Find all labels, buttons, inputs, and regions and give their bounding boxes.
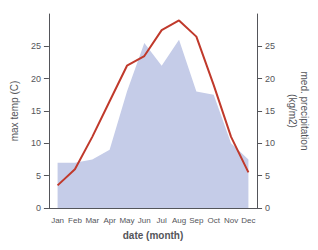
svg-text:Apr: Apr — [103, 216, 116, 225]
svg-text:15: 15 — [265, 106, 275, 116]
svg-text:Jan: Jan — [51, 216, 64, 225]
svg-text:Dec: Dec — [241, 216, 255, 225]
svg-text:Jun: Jun — [138, 216, 151, 225]
svg-text:15: 15 — [31, 106, 41, 116]
svg-text:10: 10 — [31, 138, 41, 148]
svg-text:max temp (C): max temp (C) — [9, 81, 20, 142]
svg-text:20: 20 — [265, 74, 275, 84]
svg-text:20: 20 — [31, 74, 41, 84]
svg-text:Nov: Nov — [224, 216, 238, 225]
svg-text:Oct: Oct — [207, 216, 220, 225]
svg-text:5: 5 — [265, 171, 270, 181]
svg-text:10: 10 — [265, 138, 275, 148]
svg-text:May: May — [119, 216, 134, 225]
svg-text:25: 25 — [31, 41, 41, 51]
svg-text:Mar: Mar — [85, 216, 99, 225]
svg-text:Feb: Feb — [68, 216, 82, 225]
svg-text:Sep: Sep — [189, 216, 204, 225]
svg-text:25: 25 — [265, 41, 275, 51]
svg-text:date (month): date (month) — [123, 230, 184, 241]
svg-text:0: 0 — [36, 203, 41, 213]
svg-text:Jul: Jul — [157, 216, 167, 225]
svg-text:5: 5 — [36, 171, 41, 181]
svg-text:(kg/m2): (kg/m2) — [287, 94, 298, 128]
svg-text:med. precipitation: med. precipitation — [299, 72, 310, 151]
svg-text:Aug: Aug — [172, 216, 186, 225]
svg-text:0: 0 — [265, 203, 270, 213]
